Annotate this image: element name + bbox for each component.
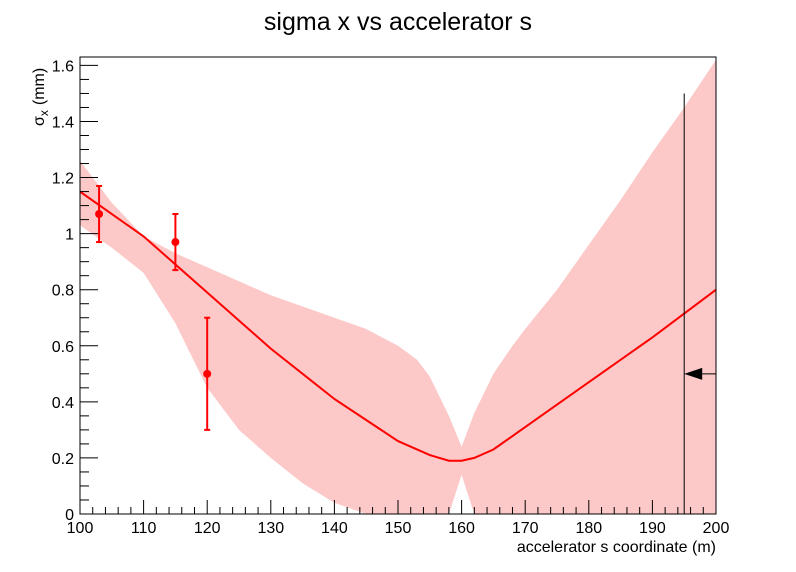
y-tick-label: 1.6 <box>52 58 74 75</box>
y-axis-label-main: σ <box>31 116 48 126</box>
y-tick-label: 1.4 <box>52 114 74 131</box>
y-axis-label: σx (mm) <box>31 68 51 126</box>
marker-arrow-head <box>684 367 703 380</box>
x-tick-label: 170 <box>512 520 539 537</box>
data-point-1 <box>95 210 104 219</box>
x-tick-label: 130 <box>257 520 284 537</box>
y-tick-label: 1.2 <box>52 171 74 188</box>
y-axis-label-unit: (mm) <box>31 68 48 105</box>
y-tick-label: 0 <box>65 507 74 524</box>
x-tick-label: 140 <box>321 520 348 537</box>
x-tick-label: 160 <box>448 520 475 537</box>
x-tick-label: 110 <box>131 520 157 537</box>
plot-area <box>80 59 716 514</box>
y-tick-label: 1 <box>65 227 74 244</box>
x-tick-label: 180 <box>575 520 602 537</box>
y-axis-label-sub: x <box>37 110 51 116</box>
x-tick-label: 100 <box>67 520 94 537</box>
y-tick-label: 0.2 <box>52 451 74 468</box>
x-tick-label: 190 <box>639 520 666 537</box>
chart-title: sigma x vs accelerator s <box>264 8 532 36</box>
y-tick-label: 0.4 <box>52 395 74 412</box>
x-axis-label: accelerator s coordinate (m) <box>517 539 716 556</box>
fit-curve <box>80 190 716 462</box>
x-tick-label: 150 <box>385 520 412 537</box>
y-tick-label: 0.8 <box>52 283 74 300</box>
y-tick-label: 0.6 <box>52 339 74 356</box>
plot-contents <box>80 59 716 514</box>
x-tick-label: 200 <box>703 520 730 537</box>
axes: 100 110 120 130 140 150 160 170 180 190 200 0 0.2 0.4… <box>52 56 730 537</box>
confidence-band <box>80 59 716 514</box>
x-tick-label: 120 <box>194 520 221 537</box>
data-point-3 <box>203 369 212 378</box>
data-point-2 <box>171 238 180 247</box>
